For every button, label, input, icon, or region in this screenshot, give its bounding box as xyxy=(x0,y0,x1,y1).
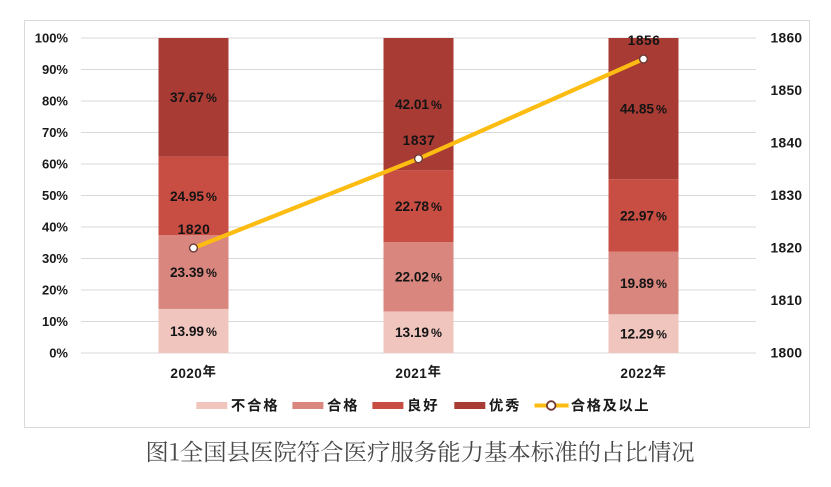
svg-text:23.39: 23.39 xyxy=(170,265,204,280)
svg-text:42.01: 42.01 xyxy=(395,97,429,112)
svg-text:%: % xyxy=(206,266,217,280)
svg-text:22.78: 22.78 xyxy=(395,199,429,214)
svg-text:%: % xyxy=(431,271,442,285)
svg-text:1850: 1850 xyxy=(771,83,803,98)
svg-text:22.97: 22.97 xyxy=(620,208,654,223)
svg-text:50%: 50% xyxy=(42,188,68,203)
svg-text:2022: 2022 xyxy=(620,366,652,381)
svg-text:%: % xyxy=(206,325,217,339)
svg-text:%: % xyxy=(656,277,667,291)
svg-text:%: % xyxy=(656,328,667,342)
svg-text:%: % xyxy=(431,326,442,340)
svg-text:1800: 1800 xyxy=(771,346,803,361)
svg-text:1830: 1830 xyxy=(771,188,803,203)
svg-text:10%: 10% xyxy=(42,314,68,329)
svg-text:30%: 30% xyxy=(42,251,68,266)
svg-text:2021: 2021 xyxy=(395,366,427,381)
svg-text:1820: 1820 xyxy=(178,222,211,237)
svg-text:1860: 1860 xyxy=(771,31,803,46)
svg-text:60%: 60% xyxy=(42,157,68,172)
svg-text:19.89: 19.89 xyxy=(620,276,654,291)
svg-text:12.29: 12.29 xyxy=(620,327,654,342)
svg-text:1856: 1856 xyxy=(628,33,661,48)
svg-text:44.85: 44.85 xyxy=(620,102,654,117)
svg-text:13.19: 13.19 xyxy=(395,325,429,340)
svg-text:1837: 1837 xyxy=(403,133,436,148)
svg-text:37.67: 37.67 xyxy=(170,90,204,105)
svg-text:70%: 70% xyxy=(42,125,68,140)
svg-text:1840: 1840 xyxy=(771,136,803,151)
svg-text:0%: 0% xyxy=(49,346,68,361)
svg-text:%: % xyxy=(431,98,442,112)
svg-text:13.99: 13.99 xyxy=(170,324,204,339)
svg-text:80%: 80% xyxy=(42,94,68,109)
svg-text:%: % xyxy=(431,200,442,214)
svg-text:%: % xyxy=(656,103,667,117)
svg-text:%: % xyxy=(206,190,217,204)
svg-text:20%: 20% xyxy=(42,283,68,298)
svg-text:24.95: 24.95 xyxy=(170,189,204,204)
svg-text:22.02: 22.02 xyxy=(395,270,429,285)
svg-text:2020: 2020 xyxy=(170,366,202,381)
svg-text:1820: 1820 xyxy=(771,241,803,256)
svg-text:100%: 100% xyxy=(35,31,69,46)
svg-text:40%: 40% xyxy=(42,220,68,235)
svg-text:1810: 1810 xyxy=(771,293,803,308)
svg-text:%: % xyxy=(656,209,667,223)
svg-text:90%: 90% xyxy=(42,62,68,77)
svg-text:%: % xyxy=(206,91,217,105)
